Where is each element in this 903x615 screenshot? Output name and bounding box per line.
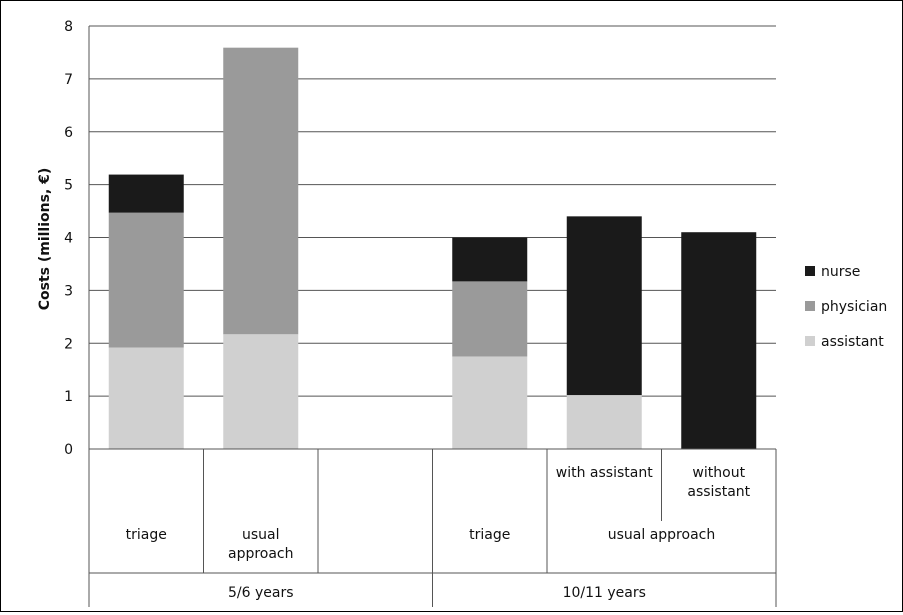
category-labels: triage usual approach triage with assistant w… <box>126 465 751 601</box>
y-tick-4: 4 <box>64 231 73 247</box>
y-tick-2: 2 <box>64 336 73 352</box>
y-tick-6: 6 <box>64 125 73 141</box>
legend-swatch-assistant <box>805 336 815 346</box>
bar-1-physician <box>108 212 184 348</box>
legend-swatch-physician <box>805 301 815 311</box>
category-label-1: triage <box>126 527 167 543</box>
category-label-4: triage <box>469 527 510 543</box>
legend-label-physician: physician <box>821 299 887 315</box>
legend-label-assistant: assistant <box>821 334 884 350</box>
legend-label-nurse: nurse <box>821 264 860 280</box>
age-group-5-6: 5/6 years <box>228 585 294 601</box>
axes: 0 1 2 3 4 5 6 7 8 <box>64 19 777 607</box>
category-label-6: without assistant <box>687 465 750 500</box>
grid-lines <box>89 25 776 397</box>
bars <box>108 47 757 449</box>
y-tick-0: 0 <box>64 442 73 458</box>
bar-2-physician <box>223 47 299 335</box>
bar-4-physician <box>452 281 528 357</box>
y-tick-8: 8 <box>64 19 73 35</box>
age-group-10-11: 10/11 years <box>563 585 646 601</box>
y-tick-1: 1 <box>64 389 73 405</box>
category-label-2: usual approach <box>228 527 294 562</box>
y-axis-label: Costs (millions, €) <box>37 168 53 311</box>
bar-1-nurse <box>108 174 184 213</box>
bar-5-nurse <box>566 216 642 396</box>
y-tick-7: 7 <box>64 72 73 88</box>
y-tick-5: 5 <box>64 178 73 194</box>
bar-4-assistant <box>452 356 528 449</box>
bar-2-assistant <box>223 334 299 449</box>
legend-swatch-nurse <box>805 266 815 276</box>
category-label-5: with assistant <box>556 465 653 481</box>
bar-4-nurse <box>452 237 528 282</box>
legend: nurse physician assistant <box>805 264 887 350</box>
bar-5-assistant <box>566 395 642 449</box>
bar-1-assistant <box>108 347 184 449</box>
group-label-usual-approach: usual approach <box>608 527 715 543</box>
bar-6-nurse <box>681 232 757 449</box>
y-tick-3: 3 <box>64 283 73 299</box>
